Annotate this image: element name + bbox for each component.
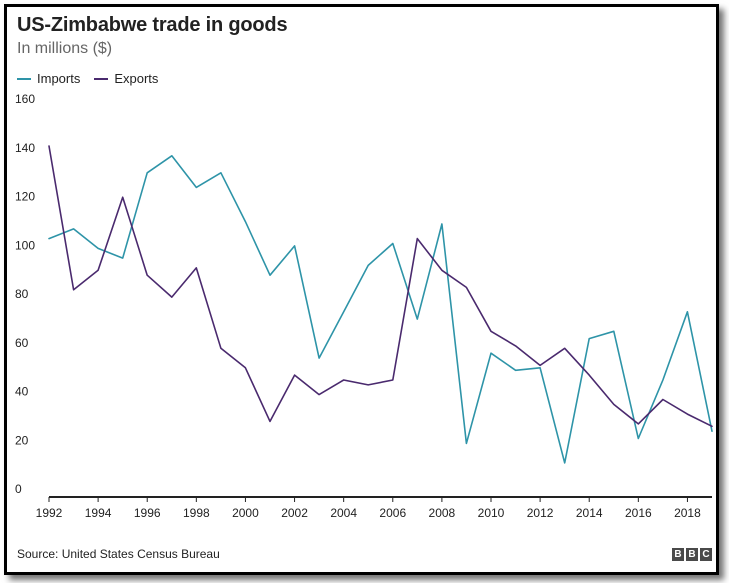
legend-swatch-exports <box>94 77 109 80</box>
source-note: Source: United States Census Bureau <box>17 547 220 561</box>
legend: Imports Exports <box>17 71 172 86</box>
y-tick-label-100: 100 <box>15 238 35 252</box>
x-tick-label-2014: 2014 <box>576 506 603 520</box>
x-tick-label-2016: 2016 <box>625 506 652 520</box>
x-tick-label-1994: 1994 <box>85 506 112 520</box>
bbc-logo: B B C <box>670 548 712 561</box>
legend-label-exports: Exports <box>114 71 159 86</box>
y-tick-label-80: 80 <box>15 287 29 301</box>
x-tick-label-2002: 2002 <box>281 506 308 520</box>
x-tick-label-2008: 2008 <box>429 506 456 520</box>
bbc-logo-b1: B <box>672 548 684 561</box>
x-tick-label-2018: 2018 <box>674 506 701 520</box>
plot-area: 0 20 40 60 80 100 120 140 160 1992 1994 1996 1998 200… <box>15 92 713 520</box>
x-tick-label-2012: 2012 <box>527 506 554 520</box>
y-tick-label-20: 20 <box>15 433 29 447</box>
chart-title: US-Zimbabwe trade in goods <box>17 14 288 36</box>
y-tick-label-0: 0 <box>15 482 22 496</box>
x-tick-label-1998: 1998 <box>183 506 210 520</box>
legend-item-imports: Imports <box>17 71 80 86</box>
y-tick-label-60: 60 <box>15 336 29 350</box>
x-tick-label-1996: 1996 <box>134 506 161 520</box>
legend-item-exports: Exports <box>94 71 158 86</box>
legend-swatch-imports <box>17 77 31 80</box>
x-tick-label-1992: 1992 <box>36 506 63 520</box>
series-line-exports <box>48 145 713 428</box>
y-tick-label-140: 140 <box>15 141 35 155</box>
chart-subtitle: In millions ($) <box>17 40 113 57</box>
x-tick-label-2006: 2006 <box>379 506 406 520</box>
y-tick-label-40: 40 <box>15 385 29 399</box>
bbc-logo-b2: B <box>686 548 698 561</box>
x-tick-label-2010: 2010 <box>478 506 505 520</box>
y-tick-label-160: 160 <box>15 92 35 106</box>
legend-label-imports: Imports <box>37 71 81 86</box>
chart-frame: US-Zimbabwe trade in goods In millions (… <box>4 4 719 575</box>
bbc-logo-c: C <box>700 548 712 561</box>
x-tick-label-2000: 2000 <box>232 506 259 520</box>
series-line-imports <box>48 155 713 464</box>
x-tick-label-2004: 2004 <box>330 506 357 520</box>
y-tick-label-120: 120 <box>15 190 35 204</box>
